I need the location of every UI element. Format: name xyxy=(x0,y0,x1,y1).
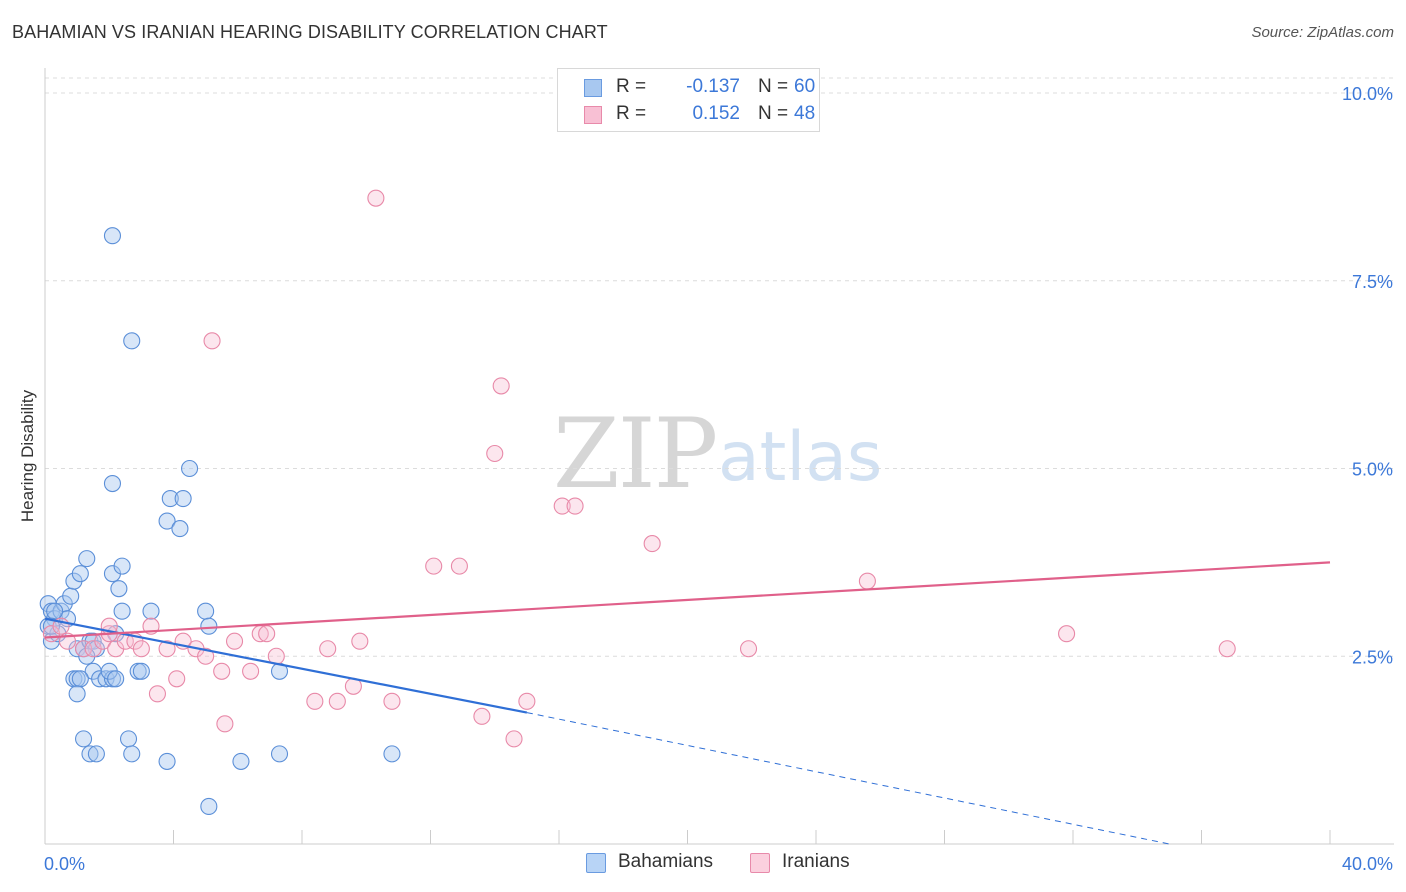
legend-swatch-bahamians xyxy=(584,79,602,97)
x-tick-label-min: 0.0% xyxy=(44,854,85,874)
point-iranians xyxy=(213,662,231,680)
y-tick-label: 10.0% xyxy=(1342,84,1393,104)
point-bahamians xyxy=(232,752,250,770)
point-bahamians xyxy=(158,752,176,770)
point-iranians xyxy=(225,632,244,650)
y-tick-label: 2.5% xyxy=(1352,647,1393,667)
point-iranians xyxy=(383,692,401,710)
point-iranians xyxy=(553,497,571,515)
point-iranians xyxy=(351,632,369,650)
point-bahamians xyxy=(174,489,192,508)
point-iranians xyxy=(1218,640,1236,658)
source-credit: Source: ZipAtlas.com xyxy=(1251,24,1394,41)
point-bahamians xyxy=(68,685,86,703)
legend-r-value: 0.152 xyxy=(692,103,740,124)
point-bahamians xyxy=(103,474,122,493)
y-tick-label: 7.5% xyxy=(1352,272,1393,292)
legend-r-label: R = xyxy=(616,103,647,124)
point-iranians xyxy=(328,692,346,710)
point-iranians xyxy=(739,640,758,658)
point-iranians xyxy=(518,692,536,710)
point-iranians xyxy=(450,557,468,575)
point-bahamians xyxy=(110,580,128,598)
point-bahamians xyxy=(62,587,80,605)
point-iranians xyxy=(148,685,166,703)
point-bahamians xyxy=(75,730,93,748)
bottom-legend-label-iranians: Iranians xyxy=(782,851,850,872)
point-bahamians xyxy=(71,565,89,583)
point-bahamians xyxy=(103,227,122,245)
point-iranians xyxy=(242,662,260,680)
point-bahamians xyxy=(119,730,138,748)
bottom-legend-swatch-bahamians xyxy=(586,853,606,873)
trendline-iranians xyxy=(44,561,1331,639)
point-bahamians xyxy=(171,520,189,538)
point-bahamians xyxy=(107,670,125,688)
point-iranians xyxy=(566,497,584,515)
legend-swatch-iranians xyxy=(584,106,602,124)
point-bahamians xyxy=(158,512,176,530)
point-iranians xyxy=(643,535,661,553)
point-iranians xyxy=(319,640,337,658)
trendline-extension-bahamians xyxy=(526,712,1170,845)
point-iranians xyxy=(258,625,276,643)
point-iranians xyxy=(473,707,491,725)
x-tick-label-max: 40.0% xyxy=(1342,854,1393,874)
legend-n-value: 48 xyxy=(794,103,816,124)
legend-n-label: N = xyxy=(758,76,789,97)
point-bahamians xyxy=(161,489,179,508)
point-iranians xyxy=(168,670,186,688)
point-bahamians xyxy=(200,617,218,635)
point-bahamians xyxy=(132,662,150,680)
legend-n-label: N = xyxy=(758,103,789,124)
point-bahamians xyxy=(81,745,99,763)
watermark-atlas: atlas xyxy=(718,418,883,497)
point-iranians xyxy=(367,189,385,207)
point-iranians xyxy=(858,572,876,590)
point-bahamians xyxy=(123,745,141,763)
point-bahamians xyxy=(71,670,89,688)
trendline-bahamians xyxy=(44,617,528,714)
bottom-legend-label-bahamians: Bahamians xyxy=(618,851,714,872)
legend-r-label: R = xyxy=(616,76,647,97)
point-bahamians xyxy=(78,550,96,568)
point-iranians xyxy=(1058,625,1076,643)
chart-title: BAHAMIAN VS IRANIAN HEARING DISABILITY C… xyxy=(12,22,608,42)
point-iranians xyxy=(197,647,215,665)
point-bahamians xyxy=(200,797,218,816)
watermark-zip: ZIP xyxy=(553,398,718,510)
point-bahamians xyxy=(142,602,160,620)
point-iranians xyxy=(75,640,93,658)
point-bahamians xyxy=(270,745,289,763)
point-iranians xyxy=(486,444,504,463)
point-bahamians xyxy=(46,602,64,620)
point-iranians xyxy=(216,715,234,733)
legend-r-value: -0.137 xyxy=(686,76,740,97)
point-iranians xyxy=(132,640,150,658)
point-bahamians xyxy=(181,459,199,478)
stats-legend: R = -0.137 N = 60 R = 0.152 N = 48 xyxy=(557,68,820,132)
point-iranians xyxy=(306,692,324,710)
point-bahamians xyxy=(113,602,131,620)
point-iranians xyxy=(505,730,523,748)
point-bahamians xyxy=(197,602,215,620)
y-axis-label: Hearing Disability xyxy=(18,389,37,523)
point-iranians xyxy=(158,640,176,658)
point-iranians xyxy=(203,332,221,350)
bottom-legend-swatch-iranians xyxy=(750,853,770,873)
point-iranians xyxy=(492,377,510,395)
point-iranians xyxy=(425,557,443,575)
point-bahamians xyxy=(87,745,105,763)
point-bahamians xyxy=(123,332,141,350)
point-bahamians xyxy=(113,557,131,575)
point-bahamians xyxy=(383,745,401,763)
y-tick-label: 5.0% xyxy=(1352,460,1393,480)
legend-n-value: 60 xyxy=(794,76,816,97)
